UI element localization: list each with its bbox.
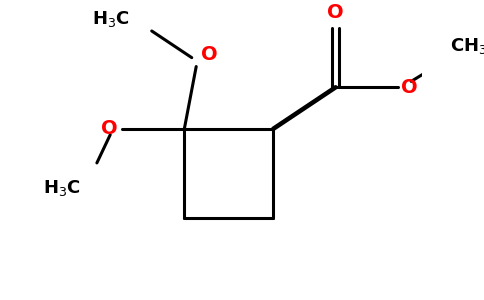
Text: O: O	[101, 119, 118, 138]
Text: H$_3$C: H$_3$C	[43, 178, 80, 198]
Text: O: O	[401, 78, 417, 97]
Text: O: O	[201, 45, 217, 64]
Text: O: O	[327, 3, 344, 22]
Text: CH$_3$: CH$_3$	[450, 36, 484, 56]
Text: H$_3$C: H$_3$C	[91, 10, 130, 29]
